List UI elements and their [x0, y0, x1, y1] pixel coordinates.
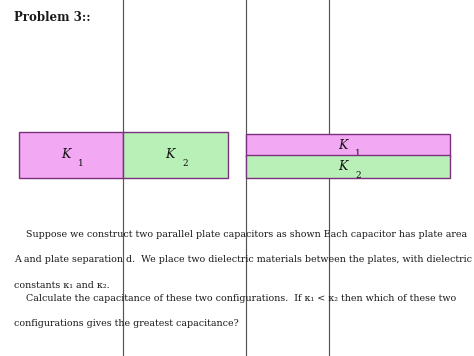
- Text: 1: 1: [355, 150, 361, 158]
- Text: 2: 2: [355, 171, 361, 180]
- FancyBboxPatch shape: [123, 132, 228, 178]
- FancyBboxPatch shape: [19, 132, 123, 178]
- Text: K: K: [338, 138, 347, 152]
- FancyBboxPatch shape: [246, 134, 450, 157]
- Text: Problem 3::: Problem 3::: [14, 11, 91, 24]
- Text: K: K: [165, 148, 174, 161]
- Text: Suppose we construct two parallel plate capacitors as shown Each capacitor has p: Suppose we construct two parallel plate …: [14, 230, 467, 239]
- FancyBboxPatch shape: [246, 155, 450, 178]
- Text: configurations gives the greatest capacitance?: configurations gives the greatest capaci…: [14, 319, 239, 328]
- Text: A and plate separation d.  We place two dielectric materials between the plates,: A and plate separation d. We place two d…: [14, 255, 472, 264]
- Text: 2: 2: [182, 159, 188, 168]
- Text: K: K: [61, 148, 70, 161]
- Text: K: K: [338, 160, 347, 173]
- Text: 1: 1: [78, 159, 83, 168]
- Text: constants κ₁ and κ₂.: constants κ₁ and κ₂.: [14, 281, 110, 290]
- Text: Calculate the capacitance of these two configurations.  If κ₁ < κ₂ then which of: Calculate the capacitance of these two c…: [14, 294, 456, 303]
